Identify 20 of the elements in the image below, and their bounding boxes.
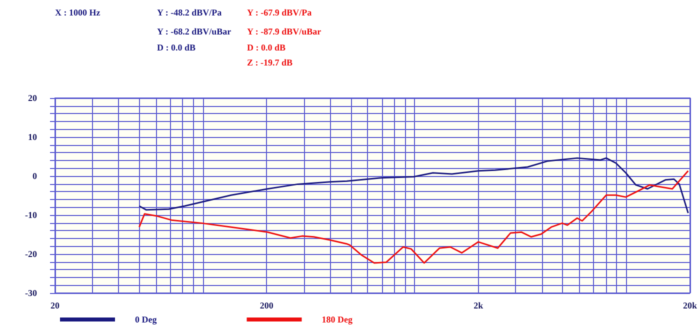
text: D : 0.0 dB xyxy=(157,42,196,52)
x-tick-label: 20 xyxy=(50,300,60,310)
text: X : 1000 Hz xyxy=(55,8,100,18)
text: Y : -67.9 dBV/Pa xyxy=(247,8,312,18)
text: 0 Deg xyxy=(135,314,158,324)
x-tick-label: 20k xyxy=(682,300,698,310)
x-tick-label: 2k xyxy=(474,300,484,310)
text: Z : -19.7 dB xyxy=(247,58,293,68)
text: Y : -48.2 dBV/Pa xyxy=(157,8,222,18)
text: Y : -87.9 dBV/uBar xyxy=(247,26,322,36)
y-tick-label: 20 xyxy=(28,93,38,103)
y-tick-label: -10 xyxy=(25,210,38,220)
y-tick-label: -30 xyxy=(25,288,38,298)
x-tick-label: 200 xyxy=(260,300,274,310)
y-tick-label: 0 xyxy=(32,171,38,181)
text: 180 Deg xyxy=(322,314,353,324)
text: D : 0.0 dB xyxy=(247,42,286,52)
y-tick-label: -20 xyxy=(25,249,38,259)
text: Y : -68.2 dBV/uBar xyxy=(157,26,232,36)
y-tick-label: 10 xyxy=(28,132,38,142)
